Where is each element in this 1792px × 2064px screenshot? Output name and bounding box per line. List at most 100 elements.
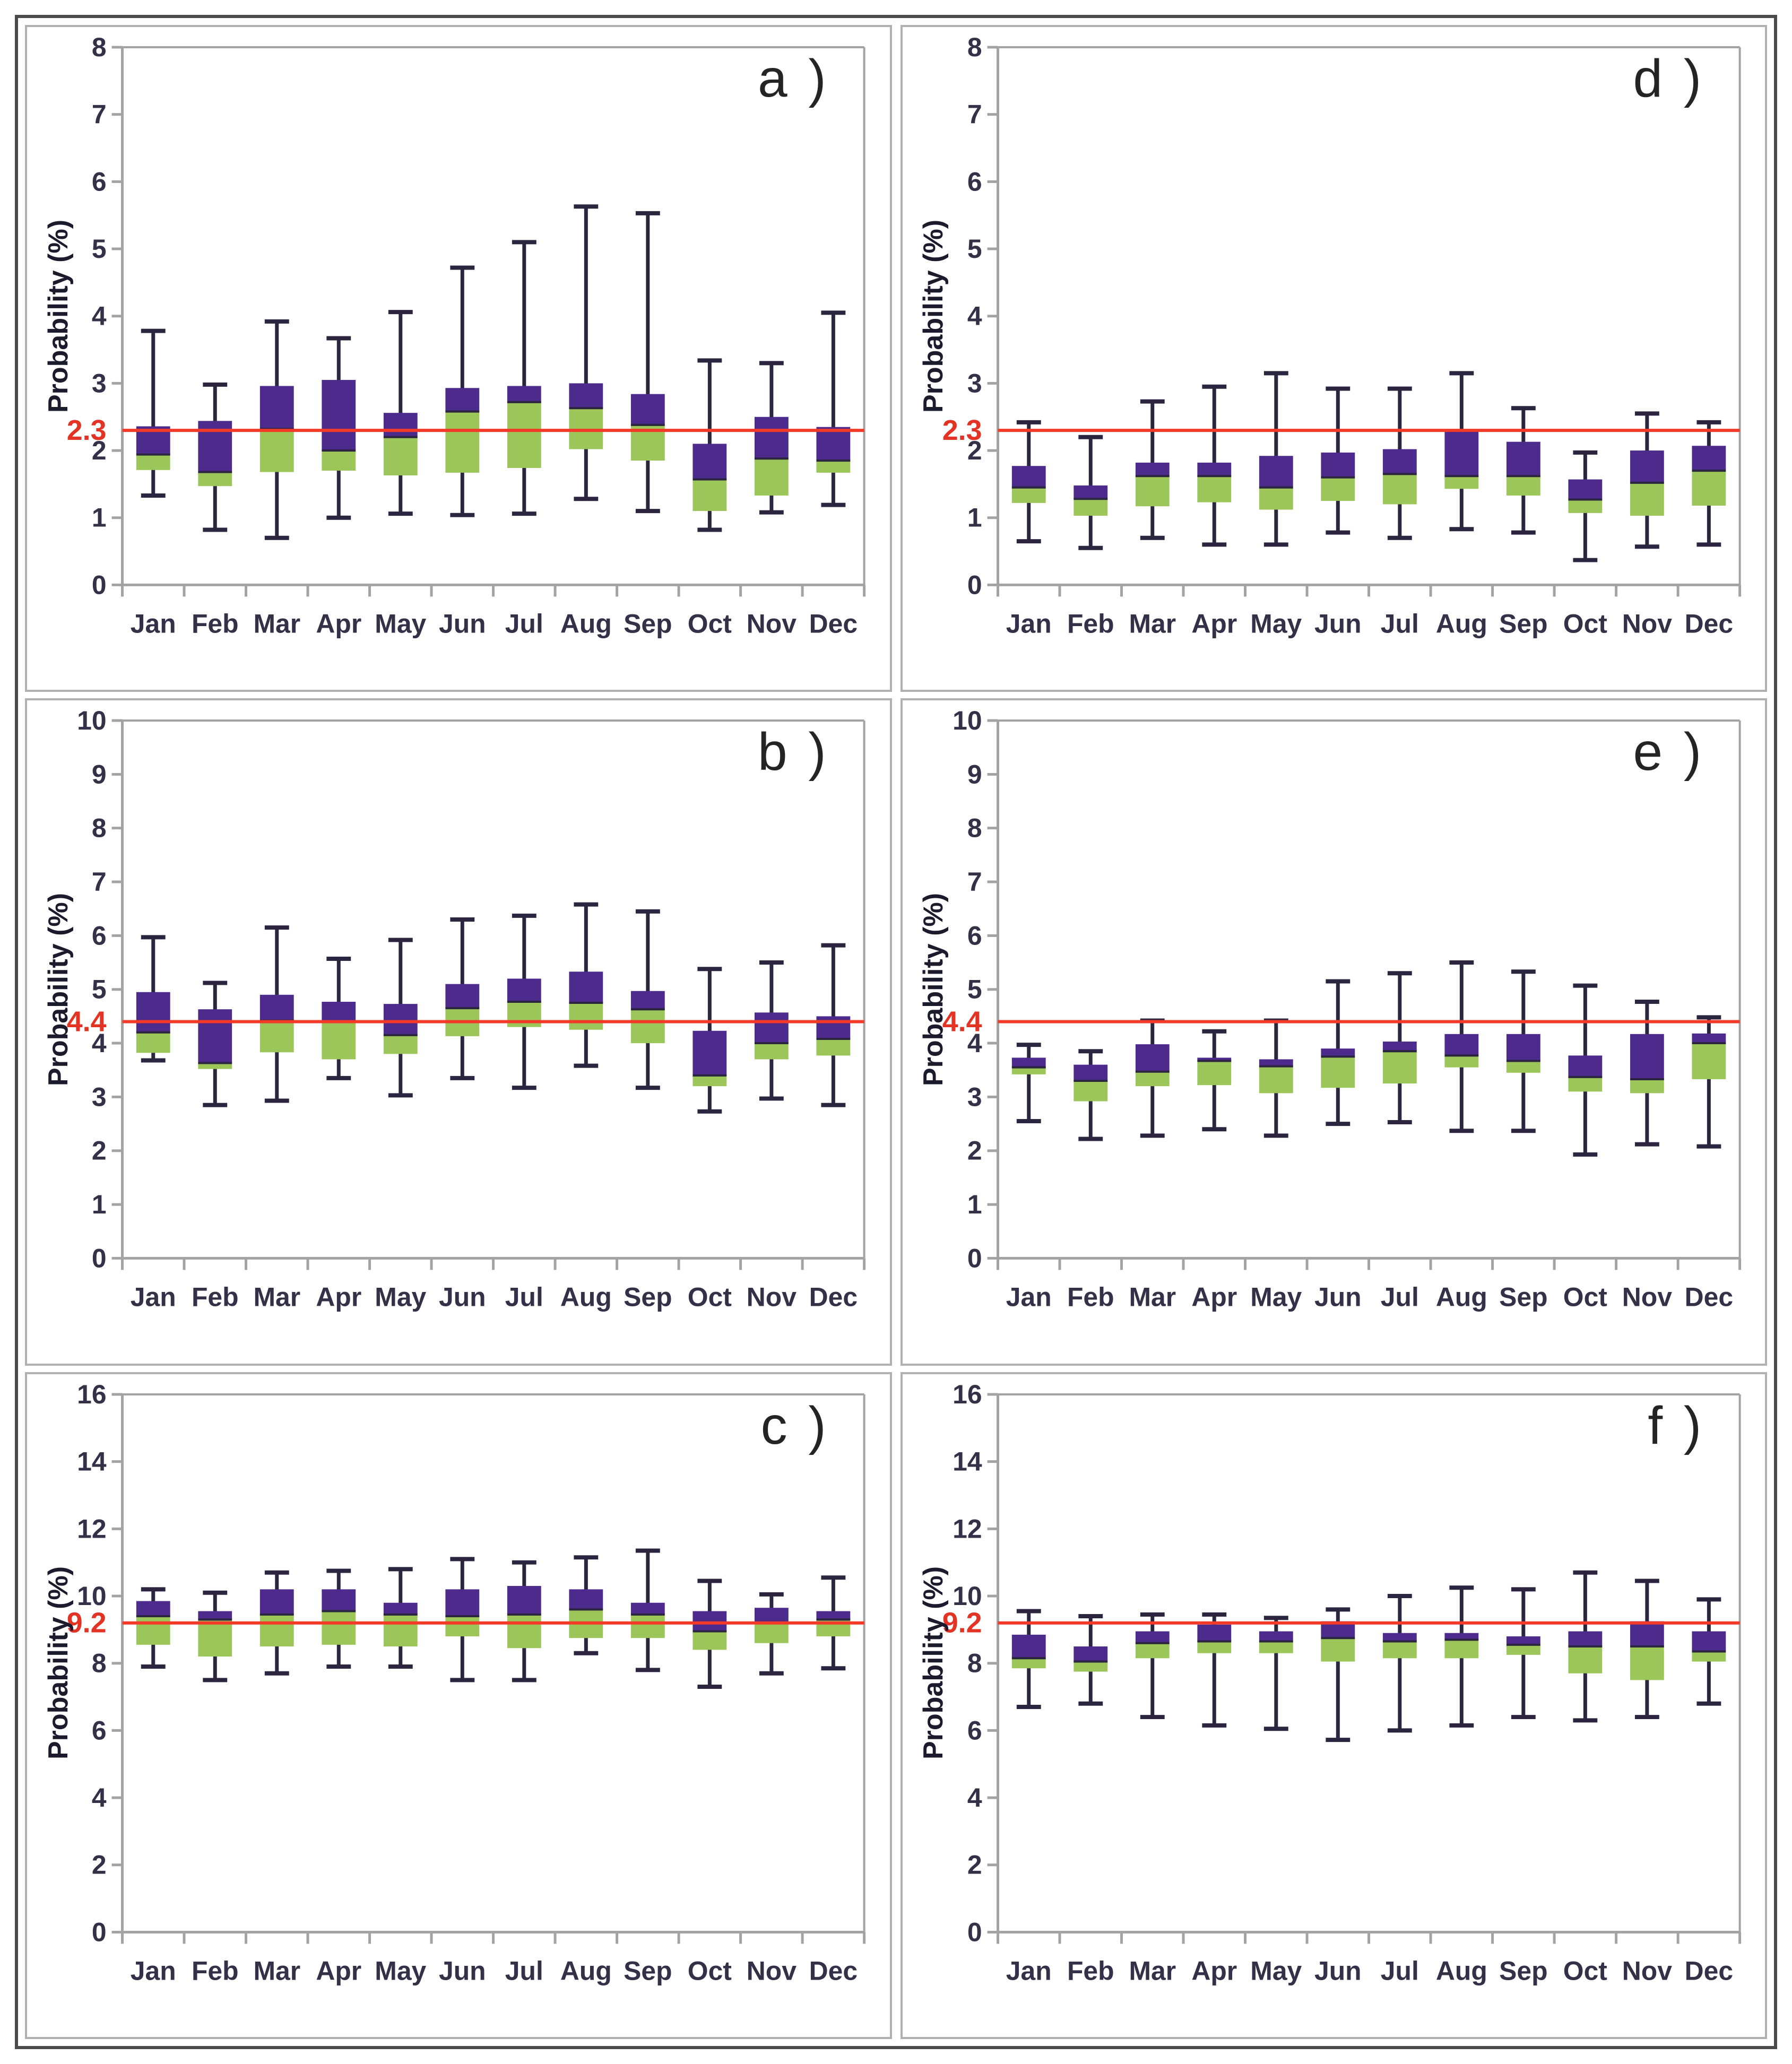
x-tick-label-oct: Oct: [1563, 609, 1607, 638]
x-tick-label-dec: Dec: [809, 609, 858, 638]
x-tick-label-jan: Jan: [1006, 609, 1051, 638]
panel-d: 0 1 2 3 4 5 6 7 8 Jan Feb Mar Apr May Jun Jul Aug Sep Oct N…: [900, 25, 1767, 692]
chart-f: 0 2 4 6 8 10 12 14 16 Jan Feb Mar Apr May Jun Jul Aug Sep…: [942, 1380, 1741, 1985]
y-tick-label: 7: [92, 100, 107, 129]
boxplot-apr: [322, 336, 356, 520]
x-tick-label-jun: Jun: [1314, 1956, 1361, 1985]
chart-e: 0 1 2 3 4 5 6 7 8 9 10 Jan Feb Mar Apr May Jun Jul Aug Sep O…: [942, 706, 1741, 1312]
y-tick-label: 2: [967, 1136, 982, 1166]
x-tick-label-jan: Jan: [131, 1282, 176, 1312]
panel-b: 0 1 2 3 4 5 6 7 8 9 10 Jan Feb Mar Apr May Jun Jul Aug Sep O…: [25, 698, 892, 1366]
y-tick-label: 4: [92, 1028, 107, 1058]
y-tick-label: 8: [92, 32, 107, 62]
y-tick-label: 7: [967, 100, 982, 129]
x-axis-ticks: Jan Feb Mar Apr May Jun Jul Aug Sep Oct Nov Dec: [121, 1258, 866, 1312]
x-axis-ticks: Jan Feb Mar Apr May Jun Jul Aug Sep Oct Nov Dec: [996, 1932, 1741, 1985]
x-tick-label-jul: Jul: [505, 1282, 543, 1312]
boxplot-jan: [1011, 1043, 1046, 1124]
x-tick-label-oct: Oct: [688, 1956, 732, 1985]
y-axis-ticks: 0 1 2 3 4 5 6 7 8: [967, 32, 998, 600]
y-tick-label: 2: [967, 436, 982, 465]
y-tick-label: 8: [92, 813, 107, 843]
reference-line-label: 9.2: [942, 1607, 982, 1638]
boxplot-mar: [259, 1570, 294, 1676]
boxplot-sep: [630, 909, 665, 1090]
x-tick-label-apr: Apr: [1191, 1956, 1237, 1985]
boxplot-mar: [259, 319, 294, 540]
y-axis-title: Probability (%): [42, 1566, 74, 1760]
y-axis-title: Probability (%): [42, 893, 74, 1087]
y-tick-label: 14: [953, 1446, 982, 1476]
boxplot-jun: [1320, 386, 1355, 535]
x-tick-label-apr: Apr: [316, 1282, 361, 1312]
x-tick-label-jun: Jun: [439, 1956, 486, 1985]
panel-letter-a: a ): [758, 48, 829, 108]
x-tick-label-sep: Sep: [624, 1956, 672, 1985]
x-tick-label-may: May: [375, 1956, 426, 1985]
boxplot-oct: [1568, 1570, 1602, 1723]
y-tick-label: 6: [92, 167, 107, 196]
boxplot-apr: [1197, 1029, 1231, 1132]
x-tick-label-aug: Aug: [560, 609, 612, 638]
chart-b: 0 1 2 3 4 5 6 7 8 9 10 Jan Feb Mar Apr May Jun Jul Aug Sep O…: [67, 706, 866, 1312]
boxplot-mar: [259, 925, 294, 1103]
boxplot-aug: [1444, 371, 1478, 532]
boxplot-sep: [1506, 969, 1540, 1133]
x-tick-label-jun: Jun: [439, 1282, 486, 1312]
y-tick-label: 0: [92, 1917, 107, 1947]
reference-line: 4.4: [942, 1006, 1740, 1038]
boxplot-jun: [445, 917, 480, 1081]
y-tick-label: 2: [92, 436, 107, 465]
boxplot-aug: [1444, 960, 1478, 1133]
boxplot-mar: [1135, 1612, 1170, 1719]
boxplot-oct: [1568, 450, 1602, 562]
boxplot-aug: [569, 902, 603, 1068]
boxplot-jun: [1320, 979, 1355, 1126]
y-tick-label: 1: [967, 503, 982, 533]
panel-e: 0 1 2 3 4 5 6 7 8 9 10 Jan Feb Mar Apr May Jun Jul Aug Sep O…: [900, 698, 1767, 1366]
x-tick-label-apr: Apr: [316, 609, 361, 638]
reference-line: 2.3: [942, 414, 1740, 446]
axes: [121, 719, 865, 1260]
y-tick-label: 4: [967, 1783, 982, 1812]
boxplot-apr: [1197, 384, 1231, 547]
axes: [996, 1393, 1741, 1933]
y-tick-label: 16: [953, 1380, 982, 1409]
y-tick-label: 8: [92, 1648, 107, 1678]
boxplot-feb: [1073, 1049, 1107, 1141]
y-tick-label: 4: [967, 1028, 982, 1058]
x-tick-label-mar: Mar: [253, 1956, 300, 1985]
y-axis-title: Probability (%): [42, 219, 74, 413]
y-tick-label: 3: [92, 1082, 107, 1112]
boxplot-jan: [136, 328, 170, 498]
x-tick-label-dec: Dec: [1684, 1282, 1733, 1312]
reference-line-label: 2.3: [942, 414, 982, 446]
x-tick-label-nov: Nov: [747, 1282, 797, 1312]
x-tick-label-dec: Dec: [809, 1282, 858, 1312]
x-tick-label-nov: Nov: [1622, 1282, 1672, 1312]
boxplot-jan: [136, 1587, 170, 1669]
y-axis-ticks: 0 2 4 6 8 10 12 14 16: [953, 1380, 998, 1947]
boxplot-feb: [198, 1590, 232, 1683]
x-tick-label-may: May: [1250, 1956, 1302, 1985]
y-tick-label: 14: [77, 1446, 107, 1476]
x-tick-label-feb: Feb: [192, 609, 239, 638]
x-tick-label-jul: Jul: [505, 609, 543, 638]
y-tick-label: 12: [77, 1514, 106, 1543]
boxplot-dec: [1691, 1015, 1726, 1149]
chart-c: 0 2 4 6 8 10 12 14 16 Jan Feb Mar Apr May Jun Jul Aug Sep…: [67, 1380, 866, 1985]
x-tick-label-sep: Sep: [1499, 1956, 1547, 1985]
x-tick-label-oct: Oct: [688, 609, 732, 638]
x-tick-label-apr: Apr: [1191, 609, 1237, 638]
x-tick-label-may: May: [375, 609, 426, 638]
boxplot-sep: [630, 211, 665, 514]
y-tick-label: 6: [967, 1715, 982, 1745]
boxplot-oct: [692, 358, 727, 532]
y-tick-label: 7: [967, 867, 982, 897]
y-tick-label: 5: [92, 234, 107, 264]
y-tick-label: 16: [77, 1380, 106, 1409]
y-tick-label: 8: [967, 813, 982, 843]
boxplot-jan: [136, 935, 170, 1063]
y-axis-title: Probability (%): [918, 893, 949, 1087]
